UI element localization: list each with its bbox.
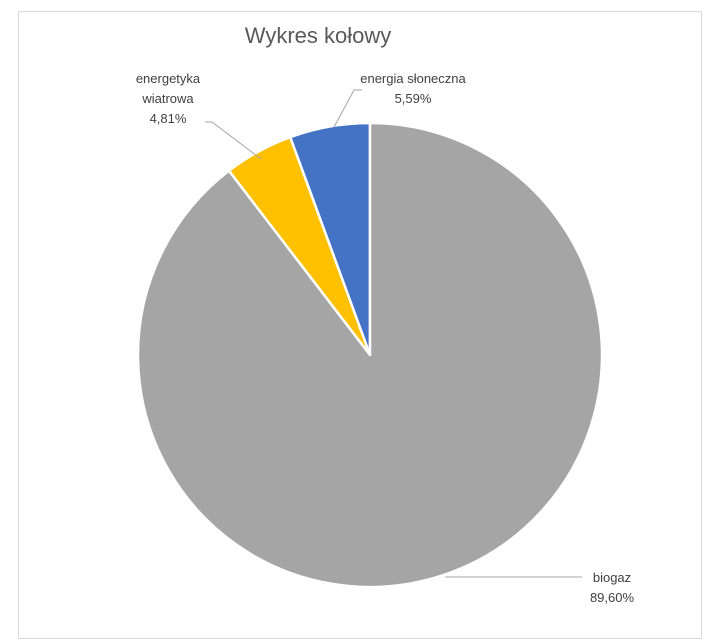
data-label-3: biogaz 89,60% (590, 570, 635, 605)
data-label-value: 89,60% (590, 590, 635, 605)
leader-line-1 (333, 89, 362, 128)
data-label-value: 4,81% (150, 111, 187, 126)
data-label-2: energetyka wiatrowa 4,81% (136, 71, 201, 126)
chart-title: Wykres kołowy (245, 23, 392, 48)
data-label-name: energia słoneczna (360, 71, 466, 86)
data-label-value: 5,59% (395, 91, 432, 106)
pie-slice-3 (136, 121, 604, 589)
data-label-name: biogaz (593, 570, 631, 585)
data-label-1: energia słoneczna 5,59% (360, 71, 466, 106)
data-labels: energia słoneczna 5,59% energetyka wiatrowa… (136, 71, 635, 605)
data-label-name: wiatrowa (141, 91, 194, 106)
pie-slices (136, 121, 604, 589)
leader-lines (205, 89, 582, 578)
leader-line-2 (205, 121, 262, 160)
data-label-name: energetyka (136, 71, 201, 86)
